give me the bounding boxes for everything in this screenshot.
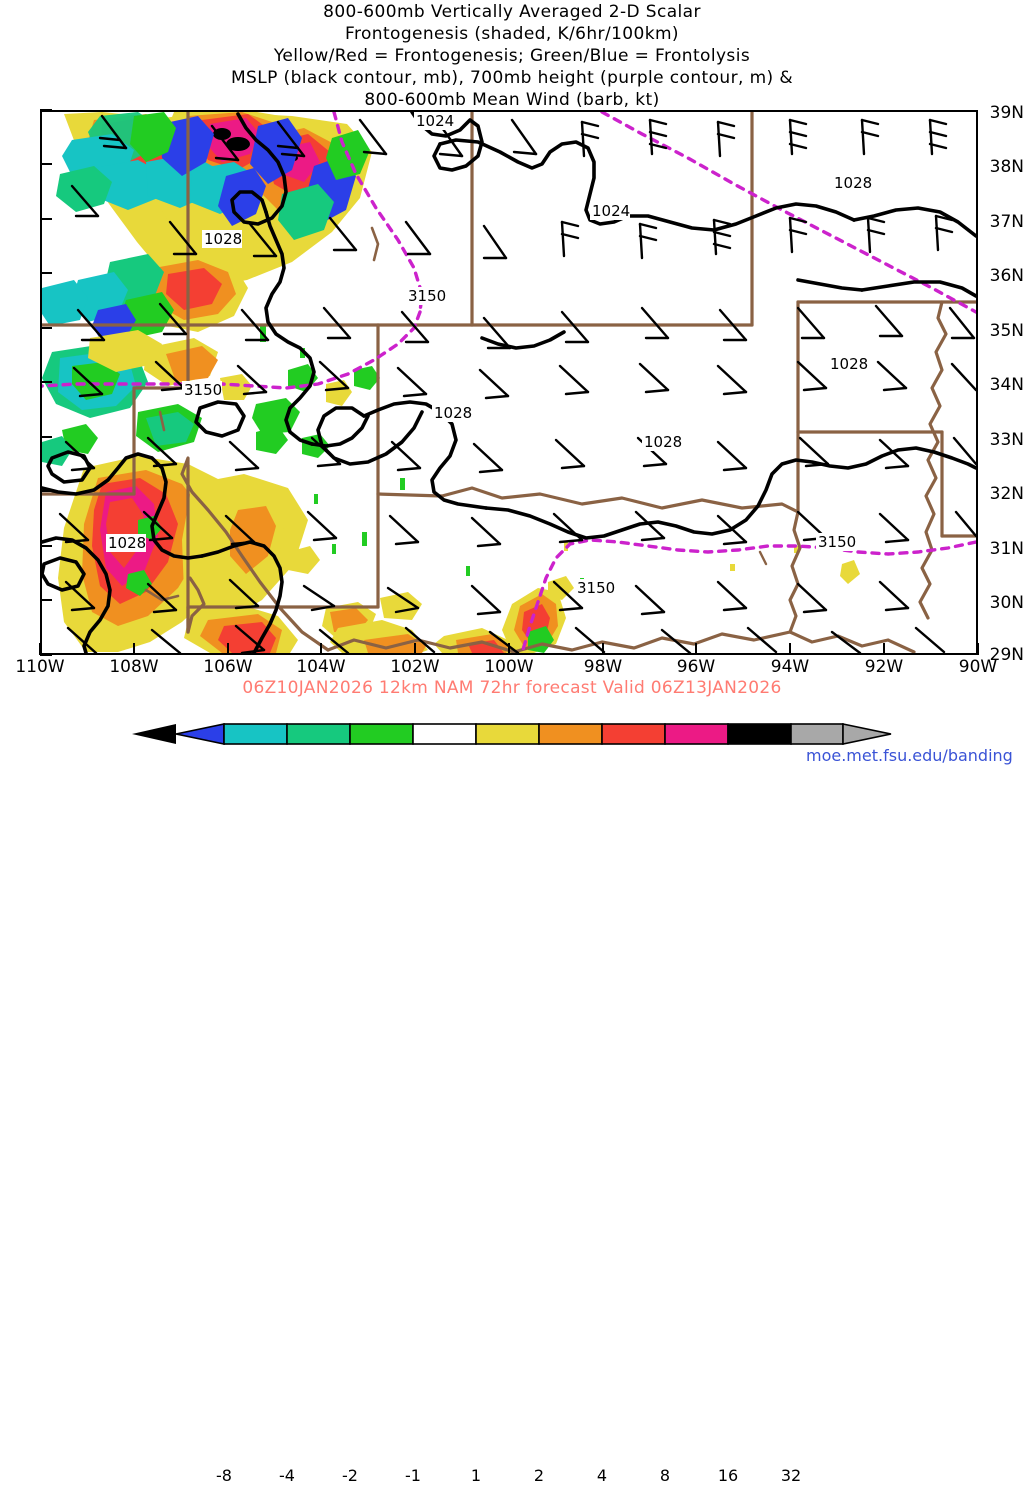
mslp-label: 1028 [832,174,872,192]
mslp-label: 1028 [202,230,242,248]
y-tick-38N: 38N [989,157,1024,177]
y-tick-33N: 33N [989,430,1024,450]
svg-text:1028: 1028 [108,534,146,552]
colorbar-label-2: 2 [533,1466,545,1485]
y-tick-32N: 32N [989,484,1024,504]
y-tick-29N: 29N [989,645,1024,665]
x-tick-106W: 106W [203,657,253,677]
x-tick-100W: 100W [484,657,534,677]
source-watermark[interactable]: moe.met.fsu.edu/banding [806,746,1013,765]
colorbar-label--8: -8 [216,1466,232,1485]
y-tick-30N: 30N [989,593,1024,613]
map-canvas [42,112,976,653]
colorbar-label--4: -4 [279,1466,295,1485]
mslp-label: 1024 [590,202,630,220]
x-tick-96W: 96W [676,657,716,677]
svg-text:1028: 1028 [830,355,868,373]
x-tick-92W: 92W [864,657,904,677]
colorbar-label-32: 32 [780,1466,802,1485]
colorbar-swatches [132,723,892,745]
svg-text:3150: 3150 [184,381,222,399]
height-label: 3150 [406,287,446,305]
svg-text:1028: 1028 [434,404,472,422]
svg-text:3150: 3150 [408,287,446,305]
forecast-valid-text: 06Z10JAN2026 12km NAM 72hr forecast Vali… [242,678,782,698]
mslp-label: 1024 [414,112,454,130]
svg-text:1024: 1024 [592,202,630,220]
svg-text:1024: 1024 [416,112,454,130]
colorbar-label-8: 8 [659,1466,671,1485]
height-label: 3150 [575,579,615,597]
title-line-5: 800-600mb Mean Wind (barb, kt) [364,90,660,110]
mslp-label: 1028 [828,355,868,373]
y-tick-36N: 36N [989,266,1024,286]
svg-text:3150: 3150 [818,533,856,551]
svg-text:3150: 3150 [577,579,615,597]
colorbar-label-4: 4 [596,1466,608,1485]
svg-text:1028: 1028 [644,433,682,451]
weather-map-page: 800-600mb Vertically Averaged 2-D Scalar… [15,2,1024,1485]
mslp-label: 1028 [432,404,472,422]
svg-text:1028: 1028 [204,230,242,248]
svg-text:1028: 1028 [834,174,872,192]
y-tick-37N: 37N [989,212,1024,232]
x-tick-90W: 90W [958,657,998,677]
wind-barbs [58,114,976,653]
x-tick-98W: 98W [583,657,623,677]
frontogenesis-shading [42,112,860,653]
y-tick-34N: 34N [989,375,1024,395]
colorbar-label--2: -2 [342,1466,358,1485]
colorbar-label-16: 16 [717,1466,739,1485]
colorbar-label-1: 1 [470,1466,482,1485]
x-tick-94W: 94W [770,657,810,677]
title-line-2: Frontogenesis (shaded, K/6hr/100km) [345,24,679,44]
mslp-label: 1028 [106,534,146,552]
title-line-4: MSLP (black contour, mb), 700mb height (… [230,68,794,88]
colorbar-label--1: -1 [405,1466,421,1485]
x-tick-104W: 104W [296,657,346,677]
title-line-1: 800-600mb Vertically Averaged 2-D Scalar [323,2,701,22]
x-tick-110W: 110W [15,657,65,677]
mslp-label: 1028 [642,433,682,451]
height-label: 3150 [182,381,222,399]
mslp-contours [42,112,976,653]
height-label: 3150 [816,533,856,551]
x-tick-102W: 102W [390,657,440,677]
x-tick-108W: 108W [109,657,159,677]
map-plot-area[interactable]: 1024 1024 1028 1028 1028 1028 1028 1028 … [40,110,978,655]
contour-label-layer: 1024 1024 1028 1028 1028 1028 1028 1028 … [106,112,872,597]
state-borders [42,112,976,653]
y-tick-31N: 31N [989,539,1024,559]
title-line-3: Yellow/Red = Frontogenesis; Green/Blue =… [273,46,751,66]
y-tick-39N: 39N [989,103,1024,123]
y-tick-35N: 35N [989,321,1024,341]
